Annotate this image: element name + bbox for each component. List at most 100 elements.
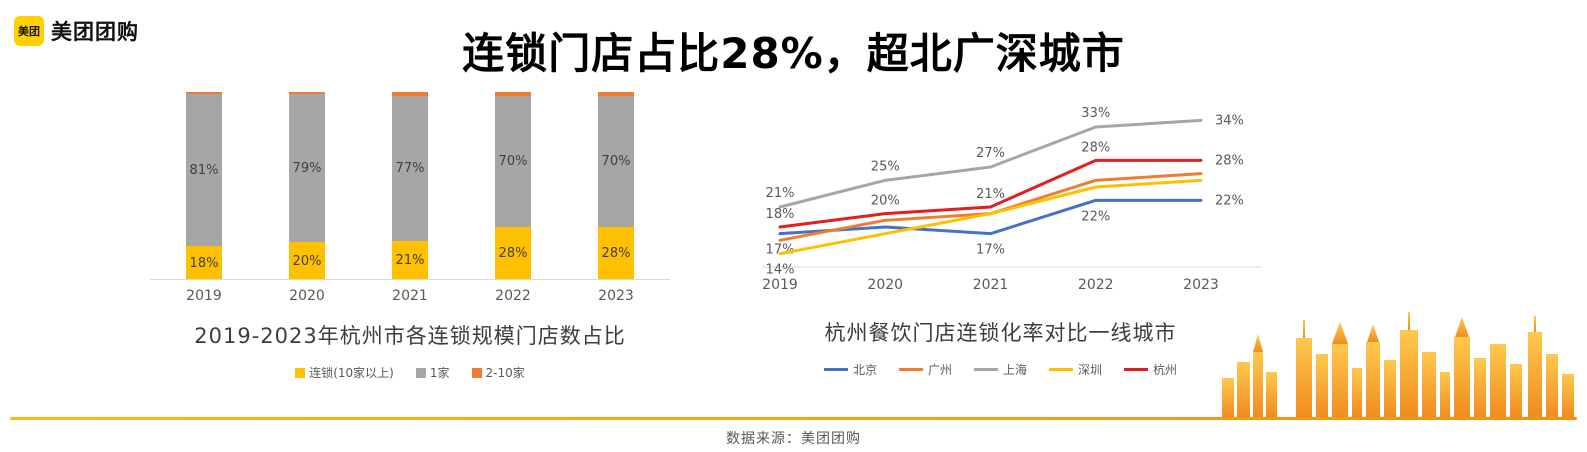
legend-item: 1家	[415, 364, 450, 381]
x-axis-label: 2019	[762, 277, 798, 293]
line-series-上海	[778, 118, 1203, 209]
line-series-深圳	[778, 178, 1203, 256]
x-axis-label: 2023	[598, 288, 634, 304]
bar-segment: 18%	[186, 246, 222, 280]
bar-segment	[392, 92, 428, 96]
bar-value-label: 77%	[395, 160, 425, 176]
bar-stack: 18% 81%	[186, 92, 222, 280]
legend-swatch-icon	[471, 367, 482, 378]
bar-segment: 20%	[289, 242, 325, 280]
bar-chart-x-axis: 2019 2020 2021 2022 2023	[150, 288, 670, 304]
x-axis-label: 2019	[186, 288, 222, 304]
x-axis-label: 2023	[1183, 277, 1219, 293]
bar-value-label: 70%	[601, 154, 631, 170]
x-axis-label: 2022	[495, 288, 531, 304]
legend-swatch-icon	[823, 368, 848, 371]
legend-item: 杭州	[1124, 361, 1177, 378]
bar-segment: 21%	[392, 240, 428, 280]
data-point-label: 27%	[976, 146, 1005, 161]
data-point-label: 14%	[766, 263, 795, 278]
legend-item: 北京	[823, 361, 877, 378]
legend-item: 上海	[973, 361, 1027, 378]
x-axis-label: 2021	[392, 288, 428, 304]
legend-swatch-icon	[1049, 368, 1073, 371]
data-point-label: 17%	[766, 243, 795, 258]
legend-label: 连锁(10家以上)	[309, 366, 394, 380]
line-chart-svg: 2019 2020 2021 2022 2023 17% 17% 22% 22% 21% 25% 27…	[762, 106, 1261, 293]
bar-segment: 28%	[495, 227, 531, 280]
bar-segment: 70%	[598, 95, 634, 228]
bar-stack: 20% 79%	[289, 92, 325, 280]
data-point-label: 34%	[1215, 113, 1244, 128]
legend-label: 深圳	[1078, 363, 1103, 377]
data-point-label: 28%	[1215, 153, 1244, 168]
meituan-logo-text: 美团团购	[51, 20, 139, 44]
data-point-label: 20%	[871, 194, 900, 209]
data-point-label: 22%	[1215, 193, 1244, 208]
bar-segment: 77%	[392, 95, 428, 241]
bar-value-label: 81%	[189, 162, 219, 178]
meituan-logo-icon: 美团	[14, 16, 44, 46]
x-axis-label: 2021	[973, 277, 1009, 293]
bar-column: 20% 79%	[275, 92, 339, 280]
bar-value-label: 21%	[395, 252, 425, 268]
data-point-label: 33%	[1081, 106, 1110, 121]
bar-segment	[289, 92, 325, 94]
bar-column: 21% 77%	[378, 92, 442, 280]
bar-value-label: 28%	[601, 246, 631, 262]
bar-column: 28% 70%	[481, 92, 545, 280]
bar-segment: 70%	[495, 95, 531, 228]
legend-swatch-icon	[295, 367, 306, 378]
bar-segment	[495, 92, 531, 96]
bar-value-label: 18%	[189, 255, 219, 271]
line-series-北京	[778, 198, 1203, 236]
data-point-label: 17%	[976, 243, 1005, 258]
bar-chart-title: 2019-2023年杭州市各连锁规模门店数占比	[194, 324, 626, 348]
bar-chart-plot: 18% 81% 20% 79% 21% 77% 28% 70% 28% 70%	[150, 88, 670, 280]
legend-label: 1家	[429, 366, 450, 380]
bar-value-label: 70%	[498, 154, 528, 170]
legend-swatch-icon	[898, 368, 923, 371]
x-axis-label: 2022	[1078, 277, 1114, 293]
data-point-label: 21%	[976, 187, 1005, 202]
data-point-label: 21%	[766, 186, 795, 201]
x-axis-label: 2020	[867, 277, 903, 293]
bar-stack: 28% 70%	[495, 92, 531, 280]
data-source-text: 数据来源：美团团购	[726, 431, 861, 447]
footer-divider	[10, 417, 1577, 420]
bar-segment	[186, 92, 222, 94]
bar-column: 28% 70%	[584, 92, 648, 280]
legend-swatch-icon	[1124, 368, 1149, 371]
bar-segment	[598, 92, 634, 96]
data-point-label: 28%	[1081, 140, 1110, 155]
bar-chart: 18% 81% 20% 79% 21% 77% 28% 70% 28% 70% 2019 2020 2…	[150, 88, 670, 381]
city-skyline-illustration	[1222, 312, 1574, 417]
legend-swatch-icon	[973, 368, 998, 371]
bar-segment: 28%	[598, 227, 634, 280]
legend-label: 广州	[927, 363, 952, 377]
line-chart: 2019 2020 2021 2022 2023 17% 17% 22% 22% 21% 25% 27…	[728, 82, 1273, 378]
legend-label: 上海	[1002, 363, 1027, 377]
legend-item: 深圳	[1049, 361, 1102, 378]
meituan-logo: 美团 美团团购	[14, 16, 139, 46]
bar-segment: 81%	[186, 93, 222, 247]
bar-value-label: 28%	[498, 246, 528, 262]
line-chart-title: 杭州餐饮门店连锁化率对比一线城市	[824, 321, 1177, 345]
bar-stack: 21% 77%	[392, 92, 428, 280]
bar-value-label: 20%	[292, 253, 322, 269]
page-title: 连锁门店占比28%，超北广深城市	[462, 29, 1125, 78]
line-chart-legend: 北京 广州 上海 深圳 杭州	[728, 361, 1273, 378]
legend-label: 杭州	[1153, 363, 1178, 377]
data-point-label: 22%	[1081, 209, 1110, 224]
legend-label: 2-10家	[485, 366, 525, 380]
bar-column: 18% 81%	[172, 92, 236, 280]
bar-segment: 79%	[289, 93, 325, 243]
legend-item: 2-10家	[471, 364, 525, 381]
bar-chart-legend: 连锁(10家以上) 1家 2-10家	[150, 364, 670, 381]
legend-swatch-icon	[415, 367, 426, 378]
legend-item: 连锁(10家以上)	[295, 364, 394, 381]
data-point-label: 18%	[766, 207, 795, 222]
bar-value-label: 79%	[292, 160, 322, 176]
line-series-杭州	[778, 158, 1203, 229]
legend-item: 广州	[898, 361, 952, 378]
